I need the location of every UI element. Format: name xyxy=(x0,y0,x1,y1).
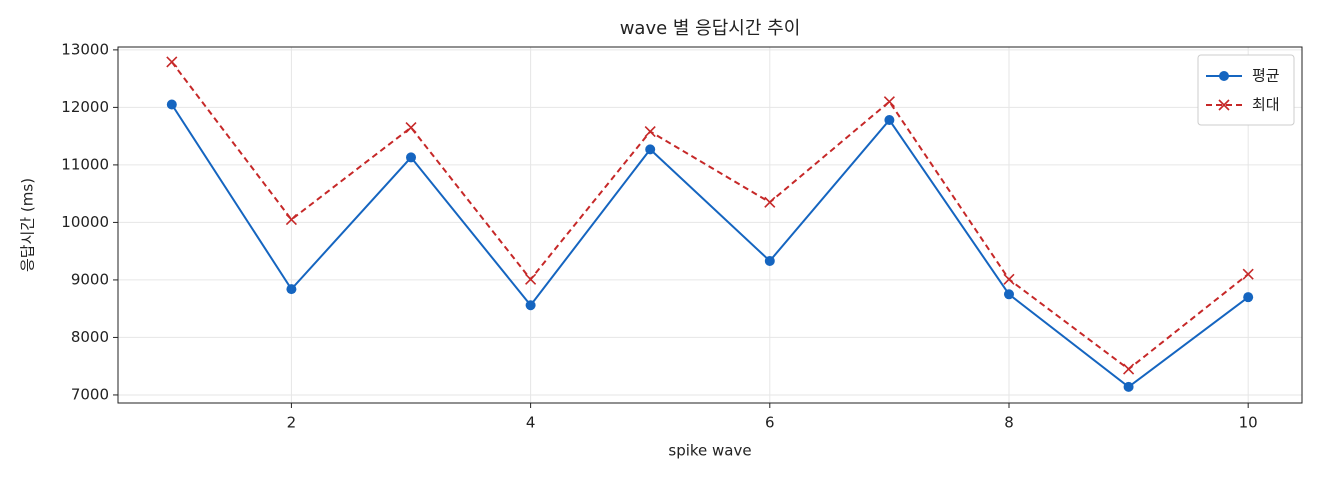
legend-label: 최대 xyxy=(1252,96,1280,114)
marker xyxy=(1243,292,1254,303)
legend-box xyxy=(1197,54,1295,126)
x-tick-label: 2 xyxy=(287,414,297,432)
legend-marker xyxy=(1218,99,1230,111)
legend-label: 평균 xyxy=(1252,67,1280,85)
marker xyxy=(1242,268,1254,280)
marker xyxy=(166,99,177,110)
marker xyxy=(644,125,656,138)
marker xyxy=(764,196,776,208)
y-tick-label: 11000 xyxy=(61,155,109,173)
series-line xyxy=(171,61,1249,371)
legend-marker xyxy=(1219,71,1229,81)
chart-title: wave 별 응답시간 추이 xyxy=(620,18,801,39)
y-tick-label: 7000 xyxy=(71,385,109,403)
marker xyxy=(1123,381,1134,392)
marker xyxy=(166,56,178,68)
marker xyxy=(1123,363,1135,375)
marker xyxy=(286,284,297,295)
marker xyxy=(645,144,656,155)
x-tick-label: 4 xyxy=(526,414,536,432)
y-axis-label: 응답시간 (ms) xyxy=(19,178,37,272)
y-tick-label: 13000 xyxy=(61,40,109,58)
x-tick-label: 6 xyxy=(765,414,775,432)
marker xyxy=(764,255,775,266)
marker xyxy=(884,115,895,126)
marker xyxy=(525,273,537,285)
marker xyxy=(285,213,297,226)
y-tick-label: 10000 xyxy=(61,213,109,231)
y-tick-label: 9000 xyxy=(71,270,109,288)
x-tick-label: 10 xyxy=(1239,414,1258,432)
marker xyxy=(1003,289,1014,300)
y-tick-label: 8000 xyxy=(71,328,109,346)
plot-frame xyxy=(117,46,1303,404)
marker xyxy=(525,300,536,311)
x-tick-label: 8 xyxy=(1004,414,1014,432)
series-line xyxy=(170,103,1249,389)
y-tick-label: 12000 xyxy=(61,98,109,116)
marker xyxy=(1003,273,1015,285)
marker xyxy=(406,152,417,163)
x-axis-label: spike wave xyxy=(668,442,751,460)
marker xyxy=(405,121,417,134)
marker xyxy=(883,96,895,108)
